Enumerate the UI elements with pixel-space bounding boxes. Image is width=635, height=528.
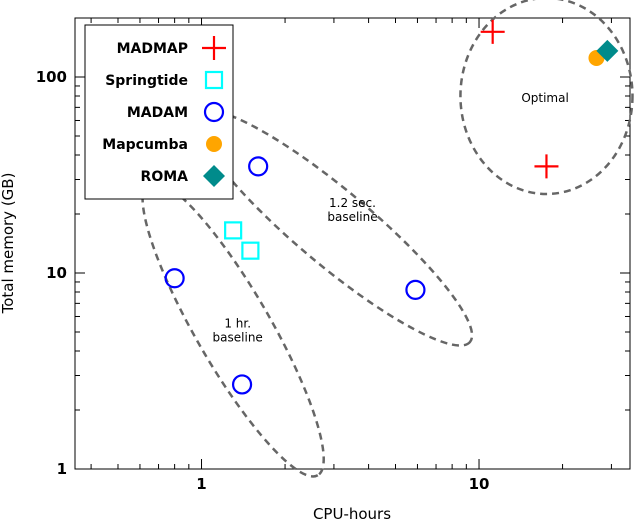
- legend-marker-madam: [203, 101, 225, 123]
- annotation-label: baseline: [327, 210, 377, 224]
- legend: MADMAP Springtide MADAM Mapcumba ROMA: [84, 24, 234, 200]
- axis-ticks: 1 10 1 10 100: [36, 17, 630, 493]
- springtide-point: [241, 241, 260, 260]
- y-tick-label: 100: [36, 68, 67, 86]
- annotation-label: Optimal: [521, 91, 568, 105]
- group-ellipse-1-hr-baseline: [141, 179, 325, 478]
- plot-frame: [74, 17, 631, 470]
- legend-box: [84, 24, 234, 200]
- data-points: [164, 19, 619, 395]
- legend-marker-roma: [203, 165, 225, 187]
- legend-label-springtide: Springtide: [105, 73, 188, 89]
- y-axis-title: Total memory (GB): [0, 173, 17, 315]
- x-axis-title: CPU-hours: [313, 505, 391, 523]
- madam-point: [164, 268, 185, 289]
- annotation-label: baseline: [213, 330, 263, 344]
- group-ellipse-optimal: [459, 0, 634, 196]
- legend-label-mapcumba: Mapcumba: [102, 137, 188, 153]
- legend-marker-madmap: [202, 36, 226, 60]
- annotation-label: 1 hr.: [224, 316, 251, 330]
- annotation-label: 1.2 sec.: [329, 196, 376, 210]
- madam-point: [248, 156, 269, 177]
- madmap-point: [534, 154, 559, 179]
- legend-label-madam: MADAM: [127, 105, 188, 121]
- legend-label-madmap: MADMAP: [117, 41, 188, 57]
- legend-marker-springtide: [204, 70, 224, 90]
- madam-point: [405, 279, 426, 300]
- legend-label-roma: ROMA: [141, 169, 189, 185]
- roma-point: [596, 39, 619, 62]
- y-tick-label: 1: [57, 460, 67, 478]
- madam-point: [231, 374, 253, 395]
- legend-items: MADMAP Springtide MADAM Mapcumba ROMA: [102, 36, 226, 187]
- madmap-point: [480, 19, 505, 44]
- springtide-point: [224, 221, 243, 240]
- y-tick-label: 10: [46, 264, 67, 282]
- x-tick-label: 10: [469, 475, 490, 493]
- x-tick-label: 1: [196, 475, 206, 493]
- legend-marker-mapcumba: [206, 136, 222, 152]
